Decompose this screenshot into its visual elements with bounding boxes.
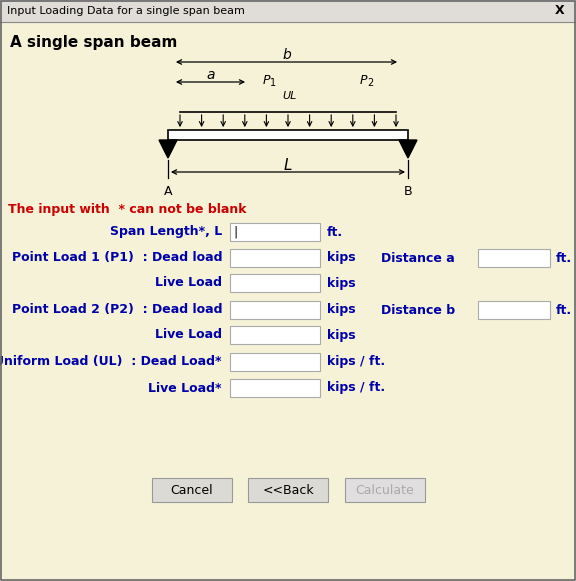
Text: Point Load 2 (P2)  : Dead load: Point Load 2 (P2) : Dead load (12, 303, 222, 317)
Polygon shape (159, 140, 177, 158)
Text: A single span beam: A single span beam (10, 34, 177, 49)
Bar (230, 301, 320, 319)
Text: Live Load: Live Load (155, 277, 222, 289)
Text: Cancel: Cancel (170, 483, 213, 497)
Bar (345, 478, 425, 502)
Text: 2: 2 (367, 78, 373, 88)
Text: b: b (282, 48, 291, 62)
Text: a: a (206, 68, 215, 82)
Text: |: | (233, 225, 237, 238)
Text: ft.: ft. (556, 303, 572, 317)
Text: ft.: ft. (556, 252, 572, 264)
Bar (0, 0, 576, 22)
Text: P: P (360, 74, 367, 87)
Text: Point Load 1 (P1)  : Dead load: Point Load 1 (P1) : Dead load (12, 252, 222, 264)
Text: UL: UL (283, 91, 297, 101)
Bar (168, 130, 408, 140)
Text: kips: kips (327, 252, 355, 264)
Text: Calculate: Calculate (355, 483, 414, 497)
Text: kips: kips (327, 328, 355, 342)
Text: Uniform Load (UL)  : Dead Load*: Uniform Load (UL) : Dead Load* (0, 356, 222, 368)
Text: ft.: ft. (327, 225, 343, 238)
Text: <<Back: <<Back (262, 483, 314, 497)
Bar (478, 301, 550, 319)
Text: kips: kips (327, 277, 355, 289)
Text: B: B (404, 185, 412, 198)
Text: A: A (164, 185, 172, 198)
Text: Distance a: Distance a (381, 252, 455, 264)
Bar (152, 478, 232, 502)
Bar (248, 478, 328, 502)
Text: The input with  * can not be blank: The input with * can not be blank (8, 203, 247, 217)
Text: Live Load: Live Load (155, 328, 222, 342)
Text: Distance b: Distance b (381, 303, 455, 317)
Bar (230, 353, 320, 371)
Polygon shape (399, 140, 417, 158)
Text: 1: 1 (270, 78, 276, 88)
Bar (230, 379, 320, 397)
Text: Input Loading Data for a single span beam: Input Loading Data for a single span bea… (7, 6, 245, 16)
Text: X: X (555, 5, 565, 17)
Text: Span Length*, L: Span Length*, L (110, 225, 222, 238)
Text: kips: kips (327, 303, 355, 317)
Bar (230, 249, 320, 267)
Text: kips / ft.: kips / ft. (327, 356, 385, 368)
Bar (230, 274, 320, 292)
Bar (478, 249, 550, 267)
Text: P: P (263, 74, 271, 87)
Text: Live Load*: Live Load* (149, 382, 222, 394)
Text: L: L (284, 157, 292, 173)
Text: kips / ft.: kips / ft. (327, 382, 385, 394)
Bar (230, 223, 320, 241)
Bar (230, 326, 320, 344)
